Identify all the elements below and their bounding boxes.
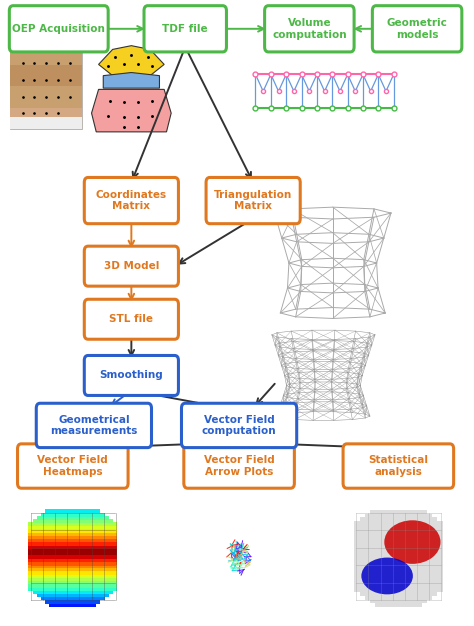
Bar bbox=[9, 44, 82, 65]
FancyBboxPatch shape bbox=[343, 444, 454, 488]
Text: 3D Model: 3D Model bbox=[104, 261, 159, 271]
Bar bbox=[354, 583, 443, 588]
FancyBboxPatch shape bbox=[36, 403, 152, 448]
Bar bbox=[9, 118, 82, 129]
Bar bbox=[354, 564, 443, 568]
Bar bbox=[49, 603, 96, 607]
Bar bbox=[28, 535, 117, 539]
Bar bbox=[45, 510, 100, 513]
Bar bbox=[354, 545, 443, 549]
Bar bbox=[28, 583, 117, 588]
Bar bbox=[28, 571, 117, 575]
Text: TDF file: TDF file bbox=[163, 24, 208, 34]
Text: Geometric
models: Geometric models bbox=[387, 18, 447, 39]
FancyBboxPatch shape bbox=[84, 356, 178, 396]
Bar bbox=[28, 538, 117, 542]
Polygon shape bbox=[99, 46, 164, 77]
Bar bbox=[365, 513, 432, 518]
Bar bbox=[28, 577, 117, 581]
Text: Coordinates
Matrix: Coordinates Matrix bbox=[96, 190, 167, 212]
FancyBboxPatch shape bbox=[206, 177, 300, 223]
Bar bbox=[9, 44, 82, 129]
Bar bbox=[9, 65, 82, 86]
FancyBboxPatch shape bbox=[18, 444, 128, 488]
Bar bbox=[365, 595, 432, 600]
Text: Smoothing: Smoothing bbox=[100, 371, 163, 381]
Text: OEP Acquisition: OEP Acquisition bbox=[12, 24, 105, 34]
Bar bbox=[354, 572, 443, 577]
Bar bbox=[28, 568, 117, 572]
Bar bbox=[9, 108, 82, 129]
Bar bbox=[370, 510, 427, 515]
FancyBboxPatch shape bbox=[84, 177, 178, 223]
Polygon shape bbox=[91, 90, 171, 132]
Text: Vector Field
computation: Vector Field computation bbox=[202, 414, 276, 436]
Bar bbox=[28, 574, 117, 578]
Bar bbox=[354, 568, 443, 572]
Bar bbox=[41, 597, 105, 600]
Bar bbox=[28, 555, 117, 558]
Bar bbox=[360, 518, 437, 522]
Bar bbox=[28, 565, 117, 568]
Bar bbox=[354, 521, 443, 526]
Bar bbox=[37, 516, 109, 520]
Bar bbox=[354, 529, 443, 534]
Bar bbox=[354, 525, 443, 530]
Bar bbox=[354, 541, 443, 545]
Bar bbox=[354, 557, 443, 561]
FancyBboxPatch shape bbox=[184, 444, 294, 488]
Bar bbox=[354, 548, 443, 553]
Bar bbox=[33, 590, 113, 594]
Bar bbox=[28, 526, 117, 530]
Bar bbox=[375, 603, 422, 607]
Bar bbox=[28, 580, 117, 584]
FancyBboxPatch shape bbox=[9, 6, 108, 52]
Bar bbox=[37, 593, 109, 597]
Bar bbox=[28, 541, 117, 546]
FancyBboxPatch shape bbox=[84, 246, 178, 286]
Bar bbox=[41, 513, 105, 516]
Bar bbox=[28, 552, 117, 555]
Ellipse shape bbox=[361, 558, 413, 594]
Bar bbox=[28, 587, 117, 591]
Text: Vector Field
Arrow Plots: Vector Field Arrow Plots bbox=[204, 455, 274, 477]
Bar bbox=[28, 529, 117, 533]
Bar bbox=[28, 558, 117, 562]
FancyBboxPatch shape bbox=[264, 6, 354, 52]
Bar bbox=[354, 533, 443, 538]
Bar bbox=[28, 532, 117, 536]
Bar bbox=[28, 561, 117, 565]
FancyBboxPatch shape bbox=[144, 6, 227, 52]
Text: Statistical
analysis: Statistical analysis bbox=[368, 455, 428, 477]
Bar bbox=[354, 587, 443, 592]
Bar bbox=[28, 548, 117, 552]
Bar bbox=[354, 580, 443, 584]
Bar bbox=[360, 591, 437, 596]
Bar bbox=[370, 599, 427, 603]
Bar bbox=[45, 600, 100, 603]
Bar bbox=[28, 522, 117, 526]
Text: Triangulation
Matrix: Triangulation Matrix bbox=[214, 190, 292, 212]
Ellipse shape bbox=[384, 520, 440, 564]
Bar bbox=[354, 575, 443, 580]
Polygon shape bbox=[103, 73, 159, 88]
Bar bbox=[33, 519, 113, 523]
Text: Geometrical
measurements: Geometrical measurements bbox=[50, 414, 137, 436]
Text: STL file: STL file bbox=[109, 314, 154, 324]
Text: Vector Field
Heatmaps: Vector Field Heatmaps bbox=[37, 455, 108, 477]
Bar bbox=[354, 552, 443, 557]
FancyBboxPatch shape bbox=[373, 6, 462, 52]
FancyBboxPatch shape bbox=[84, 299, 178, 339]
Bar bbox=[28, 545, 117, 549]
FancyBboxPatch shape bbox=[182, 403, 297, 448]
Bar bbox=[354, 537, 443, 541]
Bar bbox=[9, 86, 82, 108]
Text: Volume
computation: Volume computation bbox=[272, 18, 346, 39]
Bar bbox=[354, 560, 443, 565]
